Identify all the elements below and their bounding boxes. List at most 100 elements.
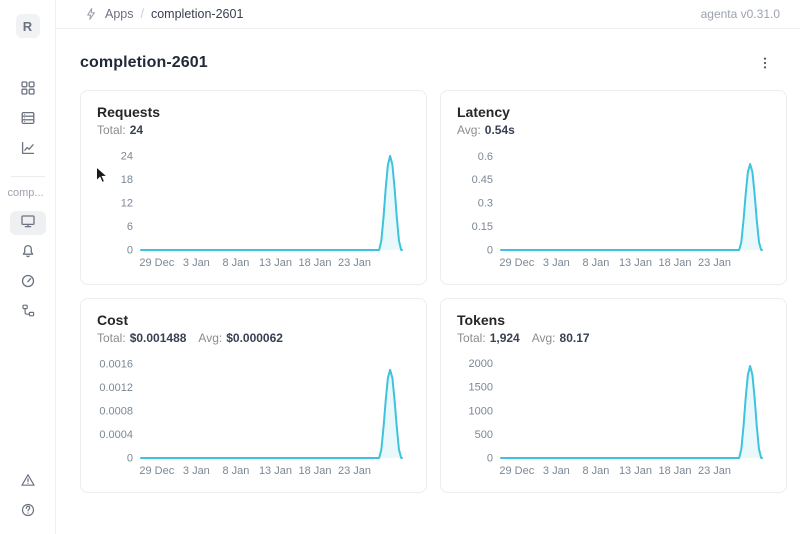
- svg-text:29 Dec: 29 Dec: [499, 465, 534, 477]
- top-bar: Apps / completion-2601 agenta v0.31.0: [56, 0, 800, 29]
- svg-text:6: 6: [127, 221, 133, 233]
- stat-pair: Avg: $0.000062: [198, 331, 283, 345]
- svg-text:0: 0: [127, 453, 133, 465]
- stat-pair: Total: 24: [97, 123, 144, 137]
- svg-text:13 Jan: 13 Jan: [619, 257, 652, 269]
- cost-card: Cost Total: $0.001488 Avg: $0.000062 0 0.000…: [80, 298, 427, 493]
- stat-pair: Total: 1,924: [457, 331, 520, 345]
- svg-text:3 Jan: 3 Jan: [183, 257, 210, 269]
- card-title: Cost: [97, 312, 129, 328]
- svg-text:24: 24: [121, 150, 133, 162]
- svg-text:13 Jan: 13 Jan: [619, 465, 652, 477]
- svg-text:29 Dec: 29 Dec: [139, 465, 174, 477]
- sidebar-nav-top: [10, 78, 46, 168]
- bell-icon: [20, 243, 36, 264]
- sidebar-divider: [10, 176, 45, 177]
- sidebar-item-overview[interactable]: [9, 211, 46, 235]
- card-stats: Total: $0.001488 Avg: $0.000062: [97, 331, 410, 345]
- kebab-menu-icon[interactable]: [756, 54, 774, 72]
- svg-text:8 Jan: 8 Jan: [222, 257, 249, 269]
- sidebar: R: [0, 0, 56, 534]
- stat-pair: Avg: 0.54s: [457, 123, 515, 137]
- svg-text:500: 500: [475, 429, 493, 441]
- app-version-label: agenta v0.31.0: [700, 7, 780, 21]
- breadcrumb-separator: /: [140, 7, 144, 21]
- breadcrumb-current: completion-2601: [150, 7, 244, 21]
- svg-text:3 Jan: 3 Jan: [543, 257, 570, 269]
- svg-text:8 Jan: 8 Jan: [582, 257, 609, 269]
- card-stats: Avg: 0.54s: [457, 123, 770, 137]
- svg-text:0.3: 0.3: [478, 198, 493, 210]
- trace-tree-icon: [20, 303, 36, 324]
- stat-pair: Total: $0.001488: [97, 331, 187, 345]
- svg-text:18 Jan: 18 Jan: [658, 465, 691, 477]
- sidebar-item-analytics[interactable]: [10, 138, 46, 162]
- sidebar-item-traces[interactable]: [10, 301, 46, 325]
- gauge-icon: [20, 273, 36, 294]
- card-title: Tokens: [457, 312, 505, 328]
- breadcrumb-apps-link[interactable]: Apps: [105, 7, 134, 21]
- tokens-chart: 0 500 1000 1500 2000 29 Dec 3 Jan 8 Jan 13 Jan 18…: [457, 350, 770, 483]
- svg-text:8 Jan: 8 Jan: [582, 465, 609, 477]
- svg-text:18: 18: [121, 174, 133, 186]
- svg-text:0.0008: 0.0008: [99, 405, 133, 417]
- svg-text:0: 0: [127, 245, 133, 257]
- svg-text:0.45: 0.45: [472, 174, 493, 186]
- requests-chart: 0 6 12 18 24 29 Dec 3 Jan 8 Jan 13 Jan 18 Jan 23 J…: [97, 142, 410, 275]
- page-header: completion-2601: [56, 29, 800, 90]
- svg-text:13 Jan: 13 Jan: [259, 257, 292, 269]
- card-stats: Total: 24: [97, 123, 410, 137]
- line-chart-icon: [20, 140, 36, 161]
- svg-text:18 Jan: 18 Jan: [658, 257, 691, 269]
- apps-grid-icon: [20, 80, 36, 101]
- svg-text:1000: 1000: [469, 405, 493, 417]
- svg-text:0.0016: 0.0016: [99, 358, 133, 370]
- sidebar-item-evaluations[interactable]: [10, 271, 46, 295]
- svg-text:0: 0: [487, 453, 493, 465]
- bolt-icon: [84, 7, 98, 21]
- warning-triangle-icon: [20, 472, 36, 493]
- latency-chart: 0 0.15 0.3 0.45 0.6 29 Dec 3 Jan 8 Jan 13 Jan 18 …: [457, 142, 770, 275]
- metrics-grid: Requests Total: 24 0 6 12 18 24 29 Dec 3 Jan 8 J…: [56, 90, 800, 493]
- svg-text:23 Jan: 23 Jan: [338, 257, 371, 269]
- svg-text:3 Jan: 3 Jan: [183, 465, 210, 477]
- breadcrumb: Apps / completion-2601: [84, 7, 243, 21]
- monitor-icon: [20, 213, 36, 234]
- svg-text:23 Jan: 23 Jan: [698, 257, 731, 269]
- cost-chart: 0 0.0004 0.0008 0.0012 0.0016 29 Dec 3 Jan 8 Ja…: [97, 350, 410, 483]
- sidebar-item-datasets[interactable]: [10, 108, 46, 132]
- main-area: Apps / completion-2601 agenta v0.31.0 co…: [56, 0, 800, 534]
- tokens-card: Tokens Total: 1,924 Avg: 80.17 0 500 1000 1500…: [440, 298, 787, 493]
- stat-pair: Avg: 80.17: [531, 331, 590, 345]
- sidebar-item-status[interactable]: [10, 470, 46, 494]
- requests-card: Requests Total: 24 0 6 12 18 24 29 Dec 3 Jan 8 J…: [80, 90, 427, 285]
- svg-text:29 Dec: 29 Dec: [499, 257, 534, 269]
- card-title: Latency: [457, 104, 510, 120]
- sidebar-nav-project: [9, 211, 46, 331]
- sidebar-item-apps[interactable]: [10, 78, 46, 102]
- svg-text:18 Jan: 18 Jan: [298, 257, 331, 269]
- sidebar-nav-bottom: [10, 470, 46, 526]
- card-stats: Total: 1,924 Avg: 80.17: [457, 331, 770, 345]
- svg-text:0: 0: [487, 245, 493, 257]
- workspace-avatar[interactable]: R: [15, 14, 40, 38]
- svg-text:3 Jan: 3 Jan: [543, 465, 570, 477]
- svg-text:23 Jan: 23 Jan: [698, 465, 731, 477]
- svg-text:8 Jan: 8 Jan: [222, 465, 249, 477]
- page-title: completion-2601: [80, 54, 208, 71]
- svg-text:2000: 2000: [469, 358, 493, 370]
- sidebar-project-label: comp...: [7, 187, 44, 199]
- svg-text:23 Jan: 23 Jan: [338, 465, 371, 477]
- sidebar-item-playground[interactable]: [10, 241, 46, 265]
- svg-text:0.6: 0.6: [478, 151, 493, 163]
- svg-text:18 Jan: 18 Jan: [298, 465, 331, 477]
- svg-text:12: 12: [121, 197, 133, 209]
- svg-text:1500: 1500: [469, 382, 493, 394]
- sidebar-item-help[interactable]: [10, 500, 46, 524]
- table-rows-icon: [20, 110, 36, 131]
- svg-text:13 Jan: 13 Jan: [259, 465, 292, 477]
- help-circle-icon: [20, 502, 36, 523]
- latency-card: Latency Avg: 0.54s 0 0.15 0.3 0.45 0.6 29 Dec 3…: [440, 90, 787, 285]
- svg-text:0.0004: 0.0004: [99, 429, 133, 441]
